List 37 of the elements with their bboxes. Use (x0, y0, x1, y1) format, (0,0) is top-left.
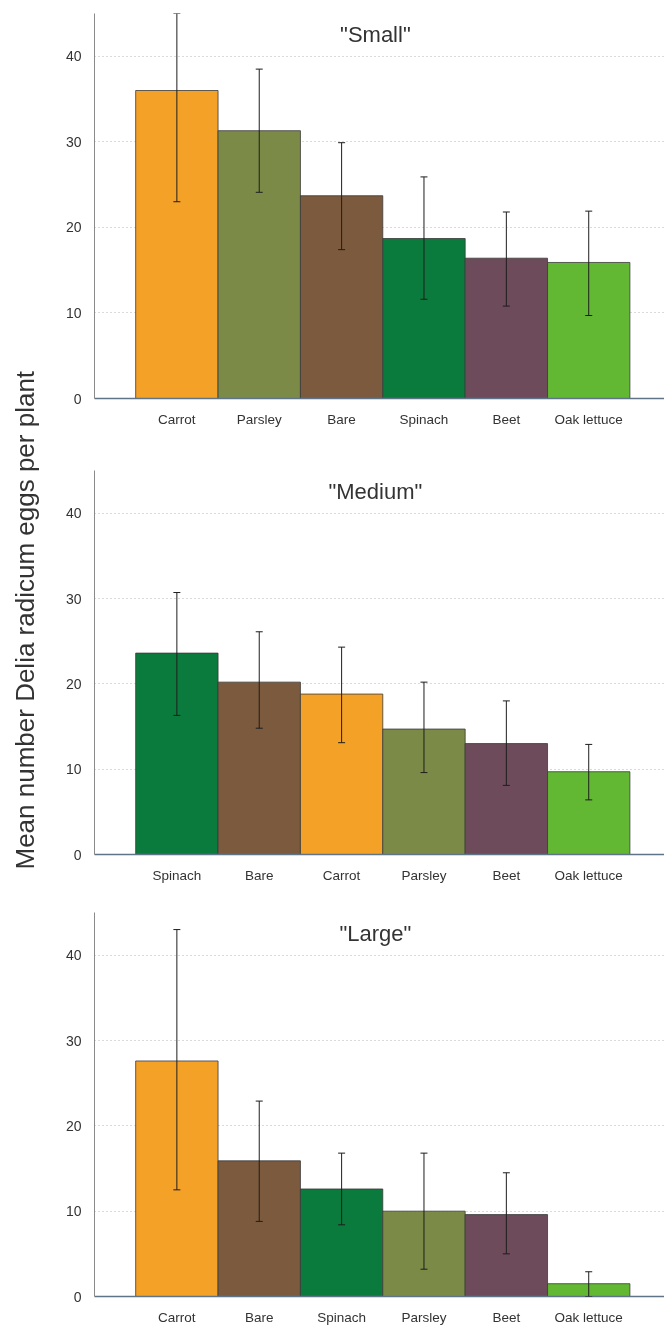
x-tick-label: Bare (244, 1309, 274, 1325)
x-tick-label: Beet (492, 411, 521, 427)
y-tick-label: 0 (73, 390, 82, 407)
x-tick-label: Bare (327, 411, 356, 427)
y-tick-label: 20 (65, 675, 82, 692)
x-tick-label: Carrot (158, 411, 196, 427)
x-tick-label: Parsley (236, 411, 282, 427)
x-tick-label: Parsley (401, 867, 447, 883)
x-tick-label: Carrot (322, 867, 361, 883)
x-tick-label: Parsley (401, 1309, 447, 1325)
y-tick-label: 10 (65, 304, 82, 321)
y-tick-label: 30 (65, 590, 82, 607)
y-tick-label: 0 (73, 1288, 82, 1305)
x-tick-label: Beet (492, 867, 521, 883)
y-tick-label: 20 (65, 1117, 82, 1134)
x-tick-label: Bare (244, 867, 274, 883)
y-tick-label: 30 (65, 1032, 82, 1049)
x-tick-label: Oak lettuce (554, 867, 623, 883)
x-tick-label: Spinach (317, 1309, 367, 1325)
x-tick-label: Oak lettuce (554, 1309, 623, 1325)
y-tick-label: 40 (65, 947, 82, 964)
y-tick-label: 20 (65, 219, 82, 236)
y-tick-label: 10 (65, 1203, 82, 1220)
chart-title: "Small" (340, 21, 411, 47)
x-tick-label: Spinach (399, 411, 449, 427)
x-tick-label: Carrot (158, 1309, 196, 1325)
x-tick-label: Beet (492, 1309, 521, 1325)
chart-title: "Large" (339, 920, 412, 946)
y-tick-label: 40 (65, 48, 82, 65)
x-tick-label: Spinach (152, 867, 202, 883)
y-tick-label: 40 (65, 505, 82, 522)
y-tick-label: 10 (65, 761, 82, 778)
y-tick-label: 30 (65, 133, 82, 150)
y-axis-title: Mean number Delia radicum eggs per plant (9, 370, 40, 870)
chart-title: "Medium" (328, 478, 423, 504)
y-tick-label: 0 (73, 846, 82, 863)
x-tick-label: Oak lettuce (554, 411, 623, 427)
